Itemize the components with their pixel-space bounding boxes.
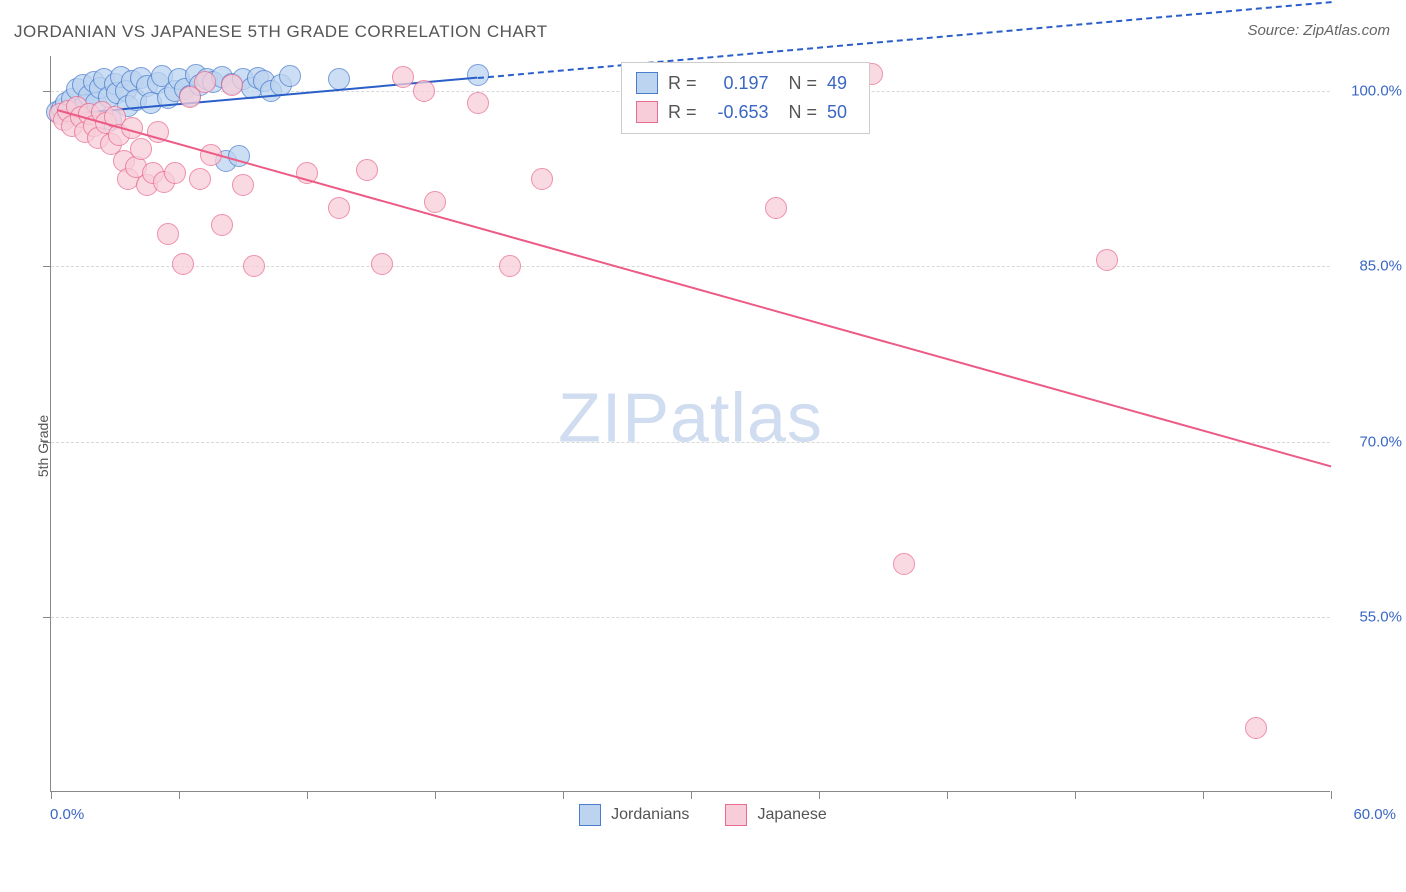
scatter-point-japanese [232,174,254,196]
source-label: Source: ZipAtlas.com [1247,22,1390,39]
x-tick [947,791,948,799]
scatter-point-japanese [221,74,243,96]
scatter-point-japanese [172,253,194,275]
x-tick [179,791,180,799]
x-tick [51,791,52,799]
scatter-point-japanese [194,71,216,93]
bottom-legend: Jordanians Japanese [0,804,1406,826]
gridline-h [51,442,1330,443]
y-tick-label: 70.0% [1359,433,1402,450]
x-tick [691,791,692,799]
watermark-light: atlas [670,378,823,456]
y-tick-label: 55.0% [1359,608,1402,625]
n-value-japanese: 50 [827,98,855,127]
chart-title: JORDANIAN VS JAPANESE 5TH GRADE CORRELAT… [14,22,548,42]
scatter-point-japanese [328,197,350,219]
x-tick [435,791,436,799]
gridline-h [51,617,1330,618]
x-tick [1203,791,1204,799]
x-tick [563,791,564,799]
legend-swatch-jordanians [636,72,658,94]
legend-swatch [579,804,601,826]
trend-line-jordanians-dashed [478,1,1331,79]
scatter-point-japanese [531,168,553,190]
stats-row-jordanians: R = 0.197 N = 49 [636,69,855,98]
watermark-bold: ZIP [558,378,670,456]
legend-label: Japanese [757,806,826,824]
scatter-point-jordanians [279,65,301,87]
x-tick [307,791,308,799]
y-tick [43,617,51,618]
legend-swatch-japanese [636,101,658,123]
y-tick-label: 85.0% [1359,258,1402,275]
r-value-jordanians: 0.197 [707,69,769,98]
scatter-point-japanese [893,553,915,575]
n-label: N = [779,98,818,127]
r-value-japanese: -0.653 [707,98,769,127]
r-label: R = [668,98,697,127]
scatter-point-japanese [243,255,265,277]
scatter-point-japanese [392,66,414,88]
y-axis-title: 5th Grade [35,415,51,477]
scatter-point-japanese [189,168,211,190]
n-value-jordanians: 49 [827,69,855,98]
scatter-point-japanese [130,138,152,160]
scatter-point-japanese [211,214,233,236]
scatter-point-japanese [356,159,378,181]
scatter-point-japanese [467,92,489,114]
scatter-point-japanese [371,253,393,275]
legend-item: Jordanians [579,804,689,826]
plot-area: ZIPatlas 55.0%70.0%85.0%100.0%R =0.197 N… [50,56,1330,792]
scatter-point-japanese [424,191,446,213]
scatter-point-japanese [1096,249,1118,271]
scatter-point-japanese [157,223,179,245]
legend-label: Jordanians [611,806,689,824]
y-tick [43,266,51,267]
x-tick [1331,791,1332,799]
n-label: N = [779,69,818,98]
scatter-point-japanese [164,162,186,184]
scatter-point-japanese [1245,717,1267,739]
scatter-point-japanese [499,255,521,277]
scatter-point-jordanians [328,68,350,90]
watermark: ZIPatlas [558,377,823,457]
stats-row-japanese: R = -0.653 N = 50 [636,98,855,127]
y-tick [43,442,51,443]
trend-line-japanese [57,109,1331,467]
y-tick [43,91,51,92]
x-tick [819,791,820,799]
r-label: R = [668,69,697,98]
scatter-point-japanese [413,80,435,102]
scatter-point-japanese [765,197,787,219]
x-tick [1075,791,1076,799]
stats-legend-box: R = 0.197 N = 49 R = -0.653 N = 50 [621,62,870,134]
scatter-point-jordanians [467,64,489,86]
y-tick-label: 100.0% [1351,83,1402,100]
legend-item: Japanese [725,804,826,826]
legend-swatch [725,804,747,826]
